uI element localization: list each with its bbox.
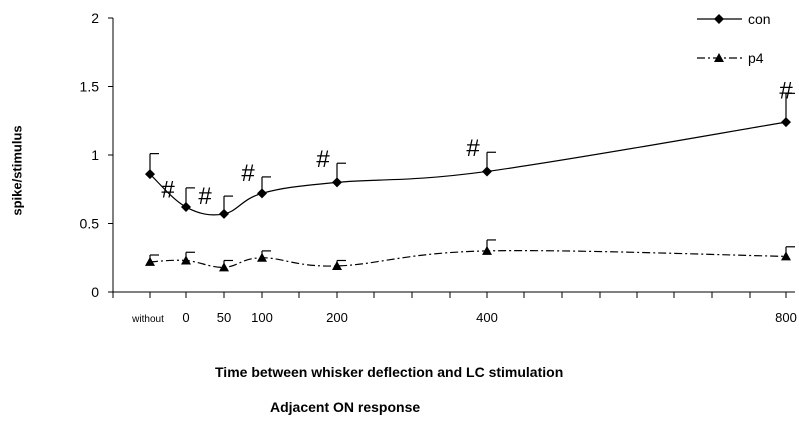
x-tick-label: 100 — [251, 310, 273, 325]
data-point-p4 — [181, 255, 191, 265]
series-con — [145, 92, 795, 219]
y-axis-label: spike/stimulus — [9, 124, 25, 216]
x-axis-ticks: without 0 50 100 200 400 800 — [112, 292, 797, 325]
data-point-con — [482, 166, 492, 177]
significance-marker: # — [779, 78, 793, 105]
y-tick-label: 1 — [91, 147, 99, 163]
series-line-con — [149, 121, 787, 216]
data-point-p4 — [145, 256, 155, 266]
axes — [112, 18, 795, 293]
y-tick-label: 0 — [91, 284, 99, 300]
legend-label-p4: p4 — [748, 50, 764, 66]
legend-label-con: con — [748, 11, 771, 27]
data-point-con — [181, 202, 191, 213]
significance-marker: # — [466, 135, 480, 162]
data-point-con — [781, 117, 791, 128]
y-axis-label-container: spike/stimulus — [4, 110, 30, 230]
x-tick-label: without — [131, 314, 164, 325]
y-axis-ticks: 0 0.5 1 1.5 2 — [80, 10, 113, 300]
data-point-con — [332, 177, 342, 188]
significance-marker: # — [198, 183, 212, 210]
data-point-p4 — [257, 252, 267, 262]
x-tick-label: 800 — [775, 310, 797, 325]
legend: con p4 — [697, 11, 771, 66]
annotations: # # # # # # — [161, 78, 793, 210]
data-point-con — [257, 188, 267, 199]
data-point-p4 — [219, 262, 229, 272]
chart-subtitle: Adjacent ON response — [270, 399, 421, 415]
data-point-p4 — [781, 251, 791, 261]
x-axis-label: Time between whisker deflection and LC s… — [215, 364, 564, 380]
significance-marker: # — [241, 160, 255, 187]
series-line-p4 — [149, 250, 787, 268]
data-point-p4 — [332, 260, 342, 270]
significance-marker: # — [161, 176, 175, 203]
series-p4 — [145, 239, 795, 272]
significance-marker: # — [316, 146, 330, 173]
x-tick-label: 0 — [182, 310, 189, 325]
data-point-p4 — [482, 245, 492, 255]
y-tick-label: 2 — [91, 10, 99, 26]
x-tick-label: 200 — [326, 310, 348, 325]
y-tick-label: 0.5 — [80, 216, 100, 232]
data-point-con — [145, 169, 155, 180]
x-tick-label: 400 — [476, 310, 498, 325]
x-tick-label: 50 — [217, 310, 231, 325]
legend-marker-p4 — [714, 53, 724, 62]
data-point-con — [219, 208, 229, 219]
y-tick-label: 1.5 — [80, 79, 100, 95]
legend-marker-con — [714, 14, 724, 24]
